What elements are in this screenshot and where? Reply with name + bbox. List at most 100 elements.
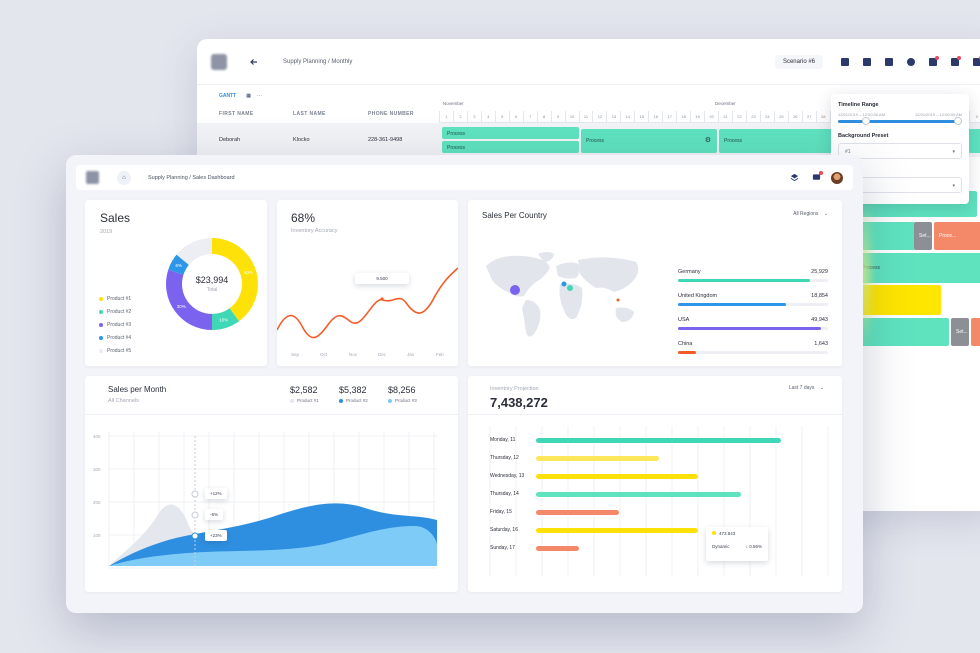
- map-dot-china: [616, 298, 620, 302]
- projection-bar[interactable]: [536, 510, 619, 515]
- country-name: Germany: [678, 269, 701, 275]
- slider-handle-start[interactable]: [862, 117, 870, 125]
- country-row[interactable]: United Kingdom 18,854: [678, 293, 828, 306]
- timeline-slider[interactable]: [838, 117, 962, 125]
- gantt-bar-label: Proce...: [939, 233, 957, 239]
- legend-item[interactable]: Product #1: [99, 296, 131, 302]
- projection-bar[interactable]: [536, 438, 782, 443]
- spm-stat: $5,382 Product #2: [339, 385, 368, 403]
- tab-gantt[interactable]: GANTT: [219, 93, 237, 99]
- spm-subtitle: All Channels: [108, 398, 139, 404]
- period-filter[interactable]: Last 7 days ⌄: [789, 385, 824, 391]
- gantt-bar[interactable]: Proce...: [934, 222, 980, 250]
- gantt-bar-label: Process: [724, 138, 743, 144]
- x-tick-label: Sep: [291, 352, 300, 357]
- donut-slice[interactable]: [166, 269, 212, 330]
- grid-icon[interactable]: ▦: [246, 93, 251, 99]
- x-tick-label: Oct: [320, 352, 328, 357]
- layers-icon[interactable]: [787, 171, 801, 185]
- day-label: Sunday, 17: [490, 545, 515, 551]
- chat-icon[interactable]: [809, 170, 823, 185]
- day-cell: 9: [969, 111, 980, 122]
- month-december: December: [715, 101, 736, 106]
- country-title: Sales Per Country: [482, 211, 547, 220]
- country-row[interactable]: USA 49,943: [678, 317, 828, 330]
- columns-icon[interactable]: [881, 54, 897, 70]
- projection-tooltip: 473.843 Dynamic ↓ 0.56%: [706, 527, 768, 561]
- gantt-bar[interactable]: Set...: [914, 222, 932, 250]
- more-icon[interactable]: ⋯: [256, 93, 262, 99]
- gantt-bar-label: Process: [586, 138, 605, 144]
- gantt-tabbar: GANTT ▦ ⋯: [197, 89, 980, 103]
- tooltip-product-3: +23%: [205, 530, 227, 541]
- gantt-bar[interactable]: [857, 285, 941, 315]
- sales-total-label: Total: [206, 287, 218, 293]
- col-phone-number[interactable]: PHONE NUMBER: [368, 111, 414, 117]
- day-cell: 11: [578, 111, 593, 122]
- app-logo: [86, 171, 99, 184]
- gantt-bar[interactable]: Set...: [951, 318, 969, 346]
- donut-slice[interactable]: [212, 238, 258, 322]
- home-icon[interactable]: ⌂: [117, 170, 131, 185]
- donut-slice-label: 30%: [177, 304, 186, 309]
- region-filter[interactable]: All Regions ⌄: [793, 211, 828, 217]
- day-cell: 3: [466, 111, 481, 122]
- gantt-bar[interactable]: Process: [857, 253, 980, 283]
- projection-bar[interactable]: [536, 546, 579, 551]
- legend-label: Product #5: [107, 348, 132, 354]
- legend-item[interactable]: Product #2: [99, 309, 131, 315]
- gantt-bar[interactable]: Process: [442, 141, 579, 153]
- date-end: 12/01/2019 – 12:00:00 AM: [915, 112, 962, 117]
- legend-item[interactable]: Product #5: [99, 348, 131, 354]
- country-row[interactable]: China 1,643: [678, 341, 828, 354]
- sales-total: $23,994: [195, 275, 229, 285]
- donut-slice[interactable]: [168, 254, 189, 275]
- day-cell: 7: [522, 111, 537, 122]
- col-first-name[interactable]: FIRST NAME: [219, 111, 254, 117]
- bell-icon[interactable]: [947, 54, 963, 70]
- palette-icon[interactable]: [903, 54, 919, 70]
- cell-last-name: Klocko: [293, 137, 310, 143]
- chevron-down-icon: ⌄: [823, 211, 828, 217]
- layers-icon[interactable]: [837, 54, 853, 70]
- back-arrow-icon[interactable]: [247, 55, 261, 69]
- gantt-bar[interactable]: [857, 318, 949, 346]
- chat-icon[interactable]: [969, 54, 980, 70]
- projection-bar[interactable]: [536, 456, 659, 461]
- scenario-select[interactable]: Scenario #6: [774, 54, 823, 69]
- projection-bar[interactable]: [536, 474, 699, 479]
- country-name: China: [678, 341, 693, 347]
- projection-bar[interactable]: [536, 492, 742, 497]
- area-product-3: [109, 526, 437, 566]
- background-preset-select[interactable]: #1 ▾: [838, 143, 962, 159]
- country-row[interactable]: Germany 25,929: [678, 269, 828, 282]
- message-icon[interactable]: [925, 54, 941, 70]
- country-row-text: Germany 25,929: [678, 269, 828, 275]
- projection-bar[interactable]: [536, 528, 699, 533]
- day-cell: 28: [815, 111, 830, 122]
- donut-slice[interactable]: [212, 308, 240, 330]
- donut-slice[interactable]: [176, 238, 212, 265]
- gantt-bar[interactable]: Process: [442, 127, 579, 139]
- dashboard-topbar: ⌂ Supply Planning / Sales Dashboard: [76, 165, 853, 190]
- legend-item[interactable]: Product #3: [99, 322, 131, 328]
- projection-grid: [489, 426, 829, 576]
- slider-handle-end[interactable]: [954, 117, 962, 125]
- world-map: [486, 252, 639, 337]
- legend-item[interactable]: Product #4: [99, 335, 131, 341]
- day-label: Wednesday, 13: [490, 473, 525, 479]
- legend-label: Product #4: [107, 335, 132, 341]
- gantt-bar[interactable]: Process ⚙: [581, 129, 717, 153]
- notification-dot: [819, 170, 823, 175]
- app-logo: [211, 53, 227, 70]
- country-value: 25,929: [811, 269, 828, 275]
- gear-icon[interactable]: ⚙: [704, 137, 711, 144]
- gantt-bar[interactable]: [971, 318, 980, 346]
- image-icon[interactable]: [859, 54, 875, 70]
- month-row: November December: [439, 101, 980, 109]
- gantt-bar-label: Process: [447, 131, 466, 137]
- avatar[interactable]: [831, 171, 843, 184]
- col-last-name[interactable]: LAST NAME: [293, 111, 326, 117]
- sales-year: 2019: [100, 229, 113, 235]
- sales-donut-chart: 40% 10% 30% 6%: [166, 238, 258, 330]
